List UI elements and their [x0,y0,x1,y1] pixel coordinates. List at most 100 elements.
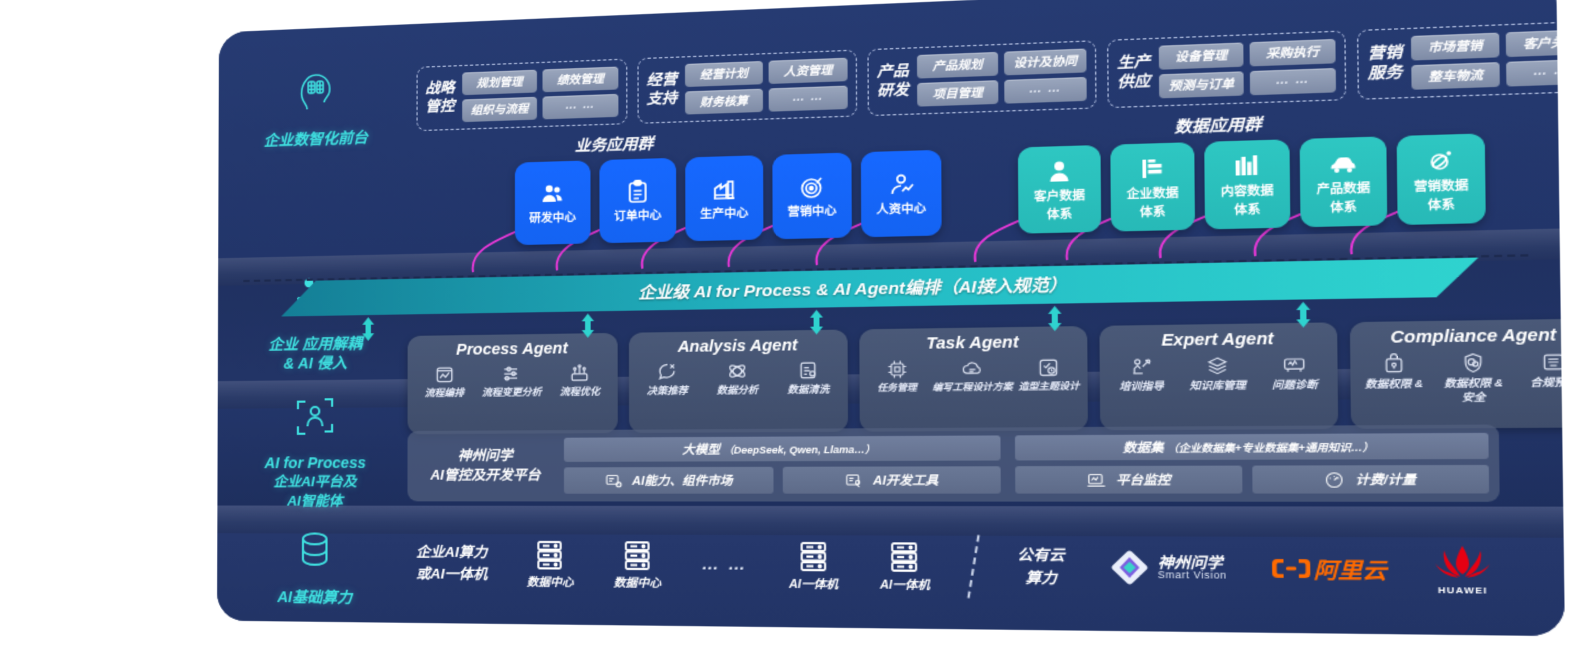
domain-strategy[interactable]: 战略 管控 规划管理 绩效管理 组织与流程 … … [416,58,628,132]
domain-tile[interactable]: 客户关系 [1505,28,1565,58]
domain-tile[interactable]: 市场营销 [1410,32,1500,61]
agent-card-compliance[interactable]: Compliance Agent 数据权限 & . 数据权限 & 安全 合 [1349,318,1565,429]
orchestration-banner-text: 企业级 AI for Process & AI Agent编排（AI接入规范） [638,275,1068,303]
agent-capability[interactable]: 数据权限 & 安全 [1434,351,1512,405]
domain-tile[interactable]: 设备管理 [1158,42,1244,70]
platform-headline-datasets-note: （企业数据集+专业数据集+通用知识…） [1167,441,1375,454]
atom-analysis-icon [726,360,749,383]
layer-label-infra-text: AI基础算力 [277,587,353,606]
domain-tile[interactable]: 采购执行 [1249,38,1336,67]
agent-capability[interactable]: 问题诊断 [1257,353,1333,392]
agent-capability[interactable]: 知识库管理 [1180,354,1255,392]
domain-tile-more[interactable]: … … [542,93,619,120]
agent-capability[interactable]: 流程编排 [412,363,477,399]
platform-sub-monitor[interactable]: 平台监控 [1015,465,1243,494]
data-card-enterprise[interactable]: 企业数据 体系 [1110,142,1196,232]
agent-title: Analysis Agent [677,336,798,357]
app-card-rd-center[interactable]: 研发中心 [514,160,591,246]
agent-capability[interactable]: 任务管理 [864,358,930,394]
agent-card-analysis[interactable]: Analysis Agent 决策推荐 数据分析 数据清洗 [628,329,849,433]
business-app-group-title: 业务应用群 [574,134,654,155]
platform-sub-billing[interactable]: 计费/计量 [1252,464,1490,494]
agent-capability[interactable]: 培训指导 [1105,355,1179,393]
task-grid-icon [885,358,909,381]
data-card-label-l2: 体系 [1046,207,1073,222]
data-card-product[interactable]: 产品数据 体系 [1299,136,1388,228]
agent-capability[interactable]: 决策推荐 [633,360,701,396]
platform-headline-models[interactable]: 大模型 （DeepSeek, Qwen, Llama…） [563,435,1001,462]
domain-product-rd[interactable]: 产品 研发 产品规划 设计及协同 项目管理 … … [867,40,1097,117]
building-icon [1137,154,1167,182]
platform-sub-dev-tool[interactable]: AI开发工具 [782,466,1001,494]
infra-label-l2: 算力 [1025,569,1058,587]
platform-headline-models-note: （DeepSeek, Qwen, Llama…） [723,443,876,456]
infra-label: AI一体机 [788,577,839,592]
domain-tile[interactable]: 设计及协同 [1004,48,1087,76]
domain-tile[interactable]: 项目管理 [917,80,999,107]
app-card-marketing-center[interactable]: 营销中心 [772,152,852,240]
domain-tile[interactable]: 财务核算 [685,88,763,115]
agent-capability[interactable]: 数据清洗 [774,359,843,396]
vendor-logo-smart-vision[interactable]: 神州问学 Smart Vision [1108,548,1227,588]
domain-production-supply[interactable]: 生产 供应 设备管理 采购执行 预测与订单 … … [1107,30,1347,109]
domain-tile-more[interactable]: … … [768,85,848,112]
app-card-production-center[interactable]: 生产中心 [685,155,764,242]
agent-capability-label: 知识库管理 [1189,379,1246,392]
domain-tile[interactable]: 组织与流程 [462,96,537,123]
platform-sub-label: 平台监控 [1115,473,1171,488]
data-card-content[interactable]: 内容数据 体系 [1204,139,1291,230]
architecture-board: 企业数智化前台 企业 应用解耦 & AI 侵入 [217,0,1565,637]
layer-label-apps-line2: & AI 侵入 [283,354,347,373]
domain-operations[interactable]: 经营 支持 经营计划 人资管理 财务核算 … … [637,49,858,124]
clipboard-icon [624,178,651,205]
vendor-huawei-text: HUAWEI [1437,584,1488,596]
domain-tile-more[interactable]: … … [1004,76,1087,104]
agent-card-process[interactable]: Process Agent 流程编排 流程变更分析 流程优化 [407,332,618,435]
domain-tile[interactable]: 经营计划 [684,60,763,88]
agent-capability-label: 数据清洗 [787,383,830,396]
agent-capability[interactable]: 合规预警 . [1514,350,1565,404]
domain-tile[interactable]: 规划管理 [462,69,537,96]
platform-headline-datasets[interactable]: 数据集 （企业数据集+专业数据集+通用知识…） [1014,432,1489,461]
agent-capability[interactable]: 造型主题设计 [1015,356,1083,393]
platform-headline-datasets-text: 数据集 [1122,441,1164,456]
agent-card-task[interactable]: Task Agent 任务管理 编写工程设计方案 造型主题设计 [859,325,1088,432]
layer-label-front: 企业数智化前台 [227,65,406,152]
domain-tile-more[interactable]: … … [1249,67,1336,96]
domain-tile[interactable]: 预测与订单 [1158,71,1244,99]
agent-capability-label: 问题诊断 [1272,378,1318,391]
ai-scan-person-icon [226,395,405,444]
dev-tool-icon [843,471,863,490]
agent-capability[interactable]: 流程变更分析 [479,362,545,398]
agent-capability-label: 造型主题设计 [1018,379,1080,392]
agent-capability-label: 培训指导 [1119,380,1164,393]
platform-sub-component-market[interactable]: AI能力、组件市场 [563,466,774,494]
agent-capability[interactable]: 流程优化 [547,362,613,398]
vendor-smart-vision-en: Smart Vision [1157,569,1227,582]
agent-capability[interactable]: 数据权限 & . [1355,352,1432,405]
domain-tile[interactable]: 产品规划 [916,51,999,79]
vendor-logo-aliyun[interactable]: 阿里云 [1271,553,1387,585]
platform-headline-models-text: 大模型 [682,443,720,458]
infra-label: 数据中心 [613,576,662,590]
vendor-logo-huawei[interactable]: HUAWEI [1432,543,1493,596]
app-card-hr-center[interactable]: 人资中心 [860,149,942,238]
domain-marketing-service[interactable]: 营销 服务 市场营销 客户关系 整车物流 … … [1356,20,1565,100]
domain-tile[interactable]: 整车物流 [1411,62,1500,90]
decision-icon [656,361,679,383]
domain-tile-more[interactable]: … … [1506,58,1565,87]
agent-card-expert[interactable]: Expert Agent 培训指导 知识库管理 问题诊断 [1099,322,1339,431]
app-card-label: 研发中心 [529,210,576,226]
data-card-customer[interactable]: 客户数据 体系 [1017,144,1102,234]
cloud-doc-icon [960,357,984,380]
platform-sub-label: 计费/计量 [1355,473,1417,488]
app-card-order-center[interactable]: 订单中心 [599,157,677,244]
domain-operations-name-l1: 经营 [646,71,678,89]
data-card-marketing[interactable]: 营销数据 体系 [1396,133,1486,226]
domain-tile[interactable]: 绩效管理 [542,66,619,93]
infra-label-l1: 公有云 [1017,546,1065,565]
domain-tile[interactable]: 人资管理 [768,57,848,85]
data-card-label-l1: 内容数据 [1220,183,1274,199]
agent-capability[interactable]: 数据分析 [703,360,771,397]
agent-capability[interactable]: 编写工程设计方案 [932,357,1013,394]
